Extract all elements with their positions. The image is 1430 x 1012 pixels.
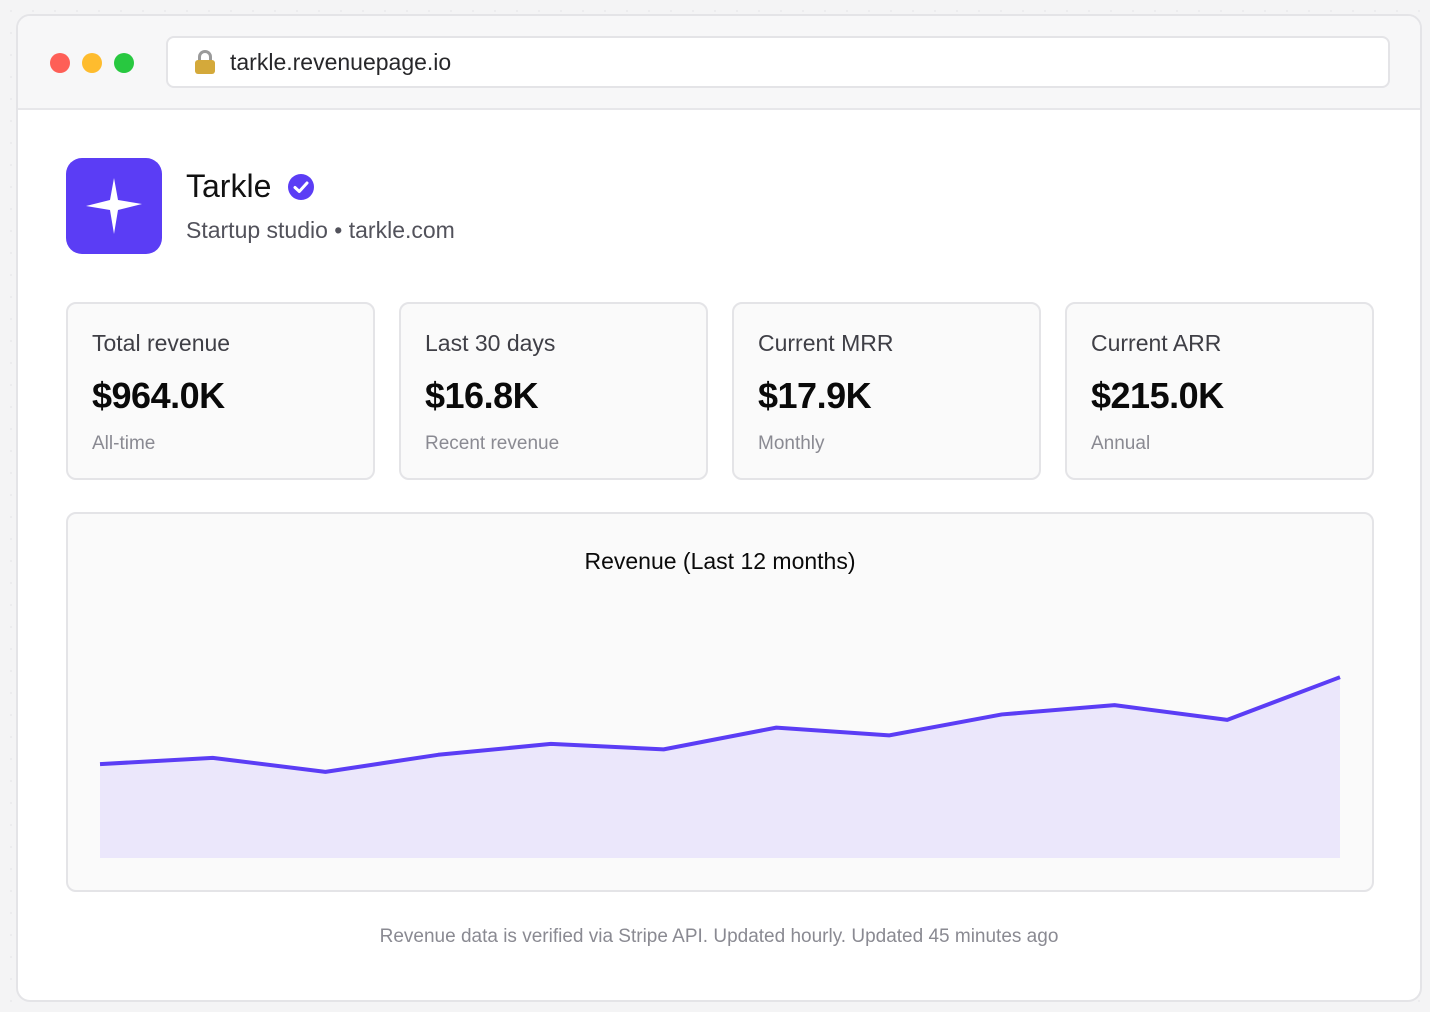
stat-value: $17.9K (758, 375, 872, 416)
url-text: tarkle.revenuepage.io (230, 48, 452, 75)
close-window-button[interactable] (50, 53, 70, 73)
stat-card-current-arr: Current ARR $215.0K Annual (1065, 302, 1374, 480)
stat-note: All-time (92, 433, 156, 454)
footer-note: Revenue data is verified via Stripe API.… (379, 926, 1059, 947)
sparkle-icon (86, 178, 142, 234)
stat-note: Monthly (758, 433, 825, 454)
stat-value: $215.0K (1091, 375, 1224, 416)
maximize-window-button[interactable] (114, 53, 134, 73)
stat-value: $16.8K (425, 375, 539, 416)
revenue-chart (99, 675, 1341, 858)
stats-row: Total revenue $964.0K All-time Last 30 d… (66, 302, 1374, 480)
chart-title: Revenue (Last 12 months) (584, 548, 856, 574)
chart-area-fill (100, 677, 1340, 858)
company-name: Tarkle (186, 168, 272, 204)
stat-card-total-revenue: Total revenue $964.0K All-time (66, 302, 375, 480)
address-bar[interactable]: tarkle.revenuepage.io (166, 36, 1390, 88)
company-header: Tarkle Startup studio • tarkle.com (66, 158, 455, 254)
stat-label: Current ARR (1091, 330, 1222, 356)
lock-icon (194, 50, 216, 74)
company-subtitle: Startup studio • tarkle.com (186, 217, 455, 243)
browser-window: tarkle.revenuepage.io Tarkle Startup stu… (16, 14, 1422, 1002)
company-logo (66, 158, 162, 254)
stat-label: Current MRR (758, 330, 894, 356)
stat-note: Recent revenue (425, 433, 560, 454)
stat-label: Last 30 days (425, 330, 556, 356)
stat-note: Annual (1091, 433, 1151, 454)
stat-label: Total revenue (92, 330, 231, 356)
stat-card-current-mrr: Current MRR $17.9K Monthly (732, 302, 1041, 480)
verified-check-icon (288, 173, 315, 200)
minimize-window-button[interactable] (82, 53, 102, 73)
chart-revenue-line (99, 675, 1341, 774)
stat-card-last-30-days: Last 30 days $16.8K Recent revenue (399, 302, 708, 480)
browser-toolbar: tarkle.revenuepage.io (18, 16, 1420, 110)
revenue-chart-card: Revenue (Last 12 months) (66, 512, 1374, 892)
stat-value: $964.0K (92, 375, 225, 416)
